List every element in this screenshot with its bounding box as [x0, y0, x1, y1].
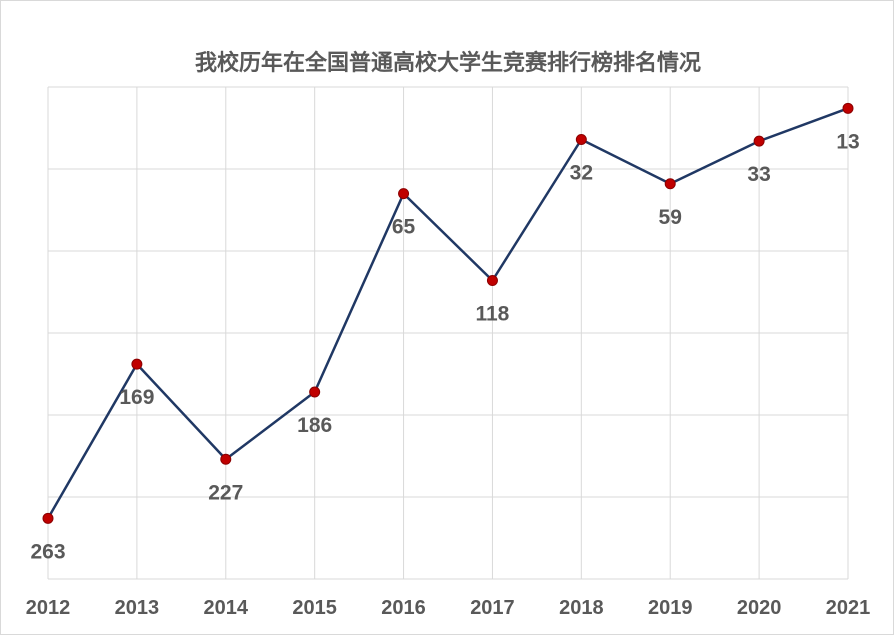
data-label: 186 [297, 414, 332, 437]
x-tick-label: 2013 [115, 597, 160, 619]
data-label: 33 [747, 163, 770, 186]
x-tick-label: 2012 [26, 597, 71, 619]
x-tick-label: 2019 [648, 597, 693, 619]
data-point [664, 178, 676, 190]
data-label: 118 [475, 303, 509, 326]
x-tick-label: 2017 [470, 597, 515, 619]
data-label: 32 [570, 161, 593, 184]
data-label: 227 [208, 481, 243, 504]
data-label: 65 [392, 216, 416, 239]
data-point [42, 512, 54, 524]
data-label: 13 [836, 130, 859, 153]
series-line [46, 107, 849, 519]
chart-title: 我校历年在全国普通高校大学生竞赛排行榜排名情况 [194, 51, 701, 76]
x-tick-label: 2020 [737, 597, 782, 619]
x-tick-label: 2018 [559, 597, 604, 619]
x-tick-label: 2016 [381, 597, 426, 619]
data-point [486, 275, 498, 287]
data-label: 59 [659, 206, 682, 229]
data-point [842, 102, 854, 114]
x-tick-label: 2014 [204, 597, 249, 619]
data-point [309, 386, 321, 398]
x-tick-label: 2021 [826, 597, 871, 619]
data-label: 263 [30, 540, 65, 563]
data-point [131, 358, 143, 370]
data-point [575, 133, 587, 145]
x-tick-label: 2015 [292, 597, 337, 619]
data-point [753, 135, 765, 147]
data-point [398, 188, 410, 200]
data-point [220, 453, 232, 465]
data-label: 169 [119, 386, 154, 409]
